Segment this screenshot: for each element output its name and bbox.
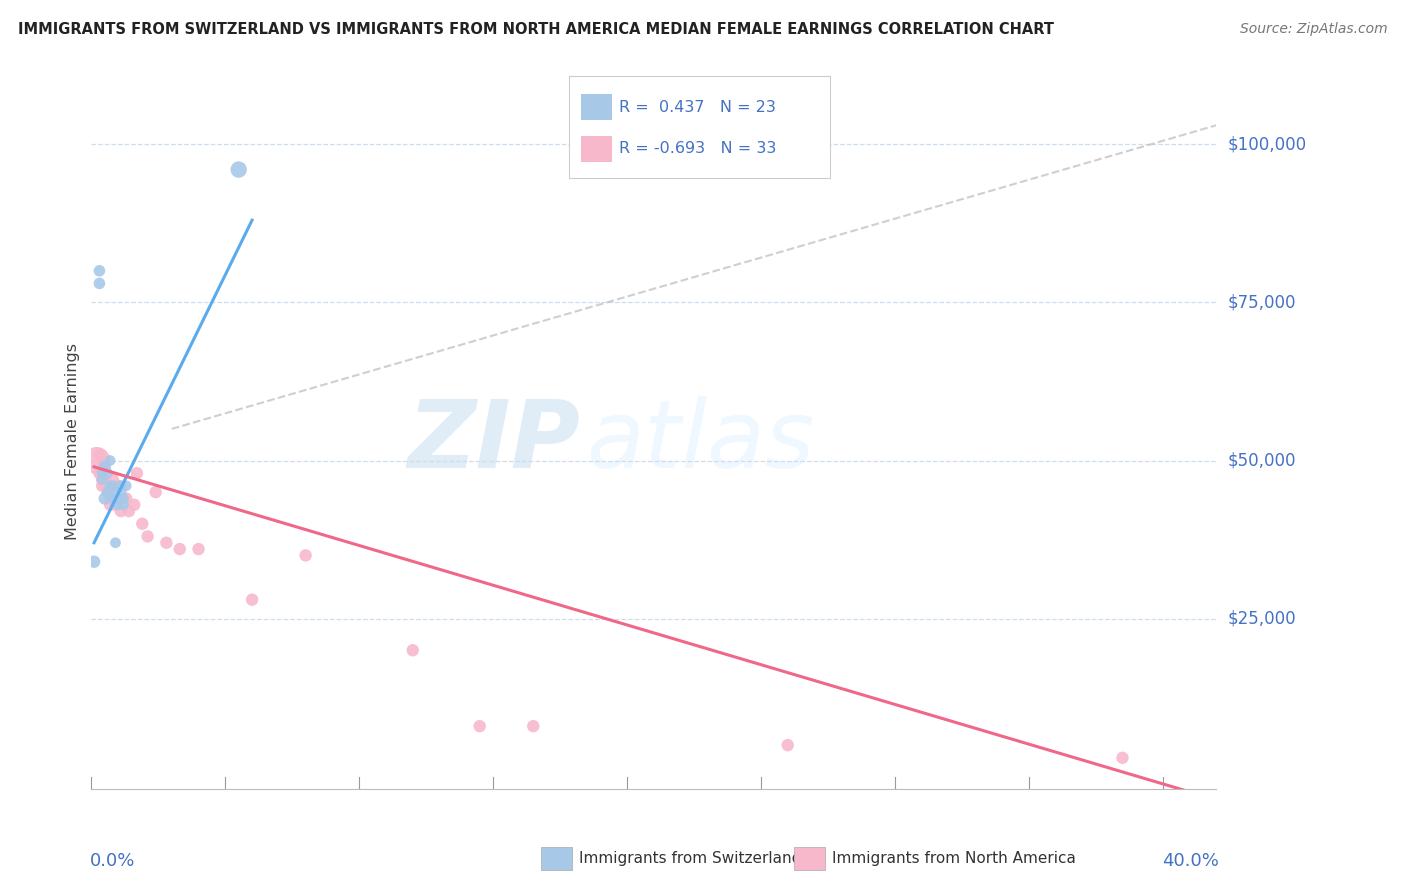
Point	[101, 473, 124, 487]
Point	[89, 447, 111, 461]
Text: atlas: atlas	[586, 396, 814, 487]
Point	[104, 535, 127, 549]
Point	[98, 491, 121, 506]
Point	[94, 491, 117, 506]
Text: Immigrants from North America: Immigrants from North America	[832, 851, 1076, 865]
Text: $100,000: $100,000	[1227, 136, 1306, 153]
Point	[104, 498, 127, 512]
Point	[86, 453, 108, 467]
Text: R = -0.693   N = 33: R = -0.693 N = 33	[619, 142, 776, 156]
Point	[118, 504, 141, 518]
Point	[402, 643, 425, 657]
Point	[91, 479, 114, 493]
Y-axis label: Median Female Earnings: Median Female Earnings	[65, 343, 80, 540]
Point	[89, 466, 111, 480]
Text: Source: ZipAtlas.com: Source: ZipAtlas.com	[1240, 22, 1388, 37]
Point	[155, 535, 177, 549]
Text: ZIP: ZIP	[408, 395, 581, 488]
Point	[101, 491, 124, 506]
Text: $75,000: $75,000	[1227, 293, 1296, 311]
Point	[122, 498, 145, 512]
Point	[94, 459, 117, 474]
Point	[83, 555, 105, 569]
Point	[112, 491, 135, 506]
Point	[228, 162, 250, 177]
Point	[91, 473, 114, 487]
Text: IMMIGRANTS FROM SWITZERLAND VS IMMIGRANTS FROM NORTH AMERICA MEDIAN FEMALE EARNI: IMMIGRANTS FROM SWITZERLAND VS IMMIGRANT…	[18, 22, 1054, 37]
Point	[94, 479, 117, 493]
Point	[125, 466, 148, 480]
Text: $50,000: $50,000	[1227, 451, 1296, 469]
Point	[294, 549, 316, 563]
Point	[136, 529, 159, 543]
Text: R =  0.437   N = 23: R = 0.437 N = 23	[619, 100, 776, 114]
Point	[110, 504, 132, 518]
Point	[98, 453, 121, 467]
Point	[110, 479, 132, 493]
Point	[107, 479, 129, 493]
Point	[107, 498, 129, 512]
Point	[104, 485, 127, 500]
Point	[96, 466, 118, 480]
Point	[1111, 751, 1133, 765]
Point	[98, 498, 121, 512]
Point	[169, 542, 191, 557]
Point	[131, 516, 153, 531]
Point	[94, 473, 117, 487]
Point	[112, 498, 135, 512]
Point	[145, 485, 167, 500]
Point	[115, 491, 138, 506]
Point	[115, 479, 138, 493]
Point	[240, 592, 263, 607]
Point	[468, 719, 491, 733]
Point	[91, 466, 114, 480]
Point	[776, 738, 799, 752]
Point	[107, 491, 129, 506]
Text: Immigrants from Switzerland: Immigrants from Switzerland	[579, 851, 801, 865]
Point	[96, 485, 118, 500]
Point	[187, 542, 209, 557]
Point	[91, 473, 114, 487]
Point	[96, 485, 118, 500]
Point	[89, 277, 111, 291]
Point	[98, 479, 121, 493]
Point	[96, 479, 118, 493]
Text: 40.0%: 40.0%	[1163, 852, 1219, 870]
Point	[91, 453, 114, 467]
Point	[101, 479, 124, 493]
Point	[110, 485, 132, 500]
Text: 0.0%: 0.0%	[90, 852, 135, 870]
Point	[89, 264, 111, 278]
Text: $25,000: $25,000	[1227, 609, 1296, 628]
Point	[522, 719, 544, 733]
